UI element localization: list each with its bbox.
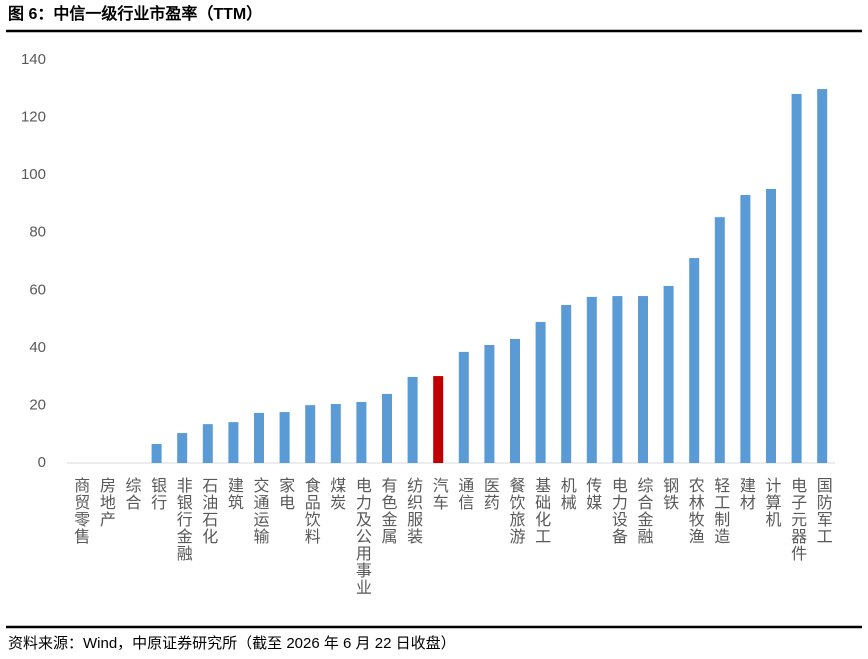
x-tick-label: 农林牧渔 (686, 477, 705, 545)
bar (279, 412, 290, 463)
x-tick-label: 非银行金融 (174, 477, 193, 562)
bar (689, 258, 700, 463)
bar (254, 412, 264, 463)
x-tick-label: 钢铁 (660, 477, 679, 511)
y-tick-label: 0 (38, 454, 46, 471)
x-tick-label: 电子元器件 (788, 477, 807, 562)
y-tick-label: 100 (21, 166, 46, 183)
chart-title: 图 6：中信一级行业市盈率（TTM） (8, 4, 262, 23)
bar (458, 351, 469, 463)
bar (663, 285, 674, 463)
x-tick-label: 医药 (481, 477, 500, 511)
bar (356, 401, 367, 463)
x-tick-label: 建材 (737, 477, 756, 511)
x-tick-label: 商贸零售 (71, 477, 90, 545)
x-tick-label: 综合金融 (635, 477, 654, 545)
y-tick-label: 120 (21, 109, 46, 126)
x-tick-label: 国防军工 (814, 477, 833, 545)
bar (791, 93, 802, 464)
x-tick-label: 电力及公用事业 (353, 477, 372, 596)
bar (305, 405, 316, 463)
bar (433, 376, 444, 463)
x-tick-label: 通信 (455, 477, 474, 511)
x-tick-label: 食品饮料 (302, 477, 321, 545)
bar (535, 321, 546, 463)
x-tick-label: 餐饮旅游 (507, 477, 526, 545)
y-tick-label: 80 (29, 224, 46, 241)
bar (612, 296, 623, 463)
x-tick-label: 计算机 (763, 477, 782, 528)
bar (586, 296, 597, 463)
bar (638, 296, 648, 463)
x-tick-label: 交通运输 (251, 477, 270, 545)
x-tick-label: 石油石化 (199, 477, 218, 545)
bar (766, 188, 776, 463)
bar (177, 433, 188, 463)
x-tick-label: 建筑 (225, 477, 244, 511)
x-tick-label: 综合 (123, 477, 142, 511)
bar (407, 376, 418, 463)
x-tick-label: 家电 (276, 477, 295, 511)
bar (202, 424, 213, 463)
bar (484, 344, 495, 463)
x-tick-label: 纺织服装 (404, 477, 423, 545)
x-tick-label: 机械 (558, 477, 577, 511)
bar (330, 403, 341, 463)
bar (151, 444, 162, 463)
bar (714, 217, 725, 463)
bar (510, 338, 520, 463)
x-tick-label: 汽车 (430, 477, 449, 511)
y-tick-label: 140 (21, 51, 46, 68)
bar (228, 422, 239, 463)
y-tick-label: 20 (29, 396, 46, 413)
x-tick-label: 房地产 (97, 477, 116, 528)
source-note: 资料来源：Wind，中原证券研究所（截至 2026 年 6 月 22 日收盘） (8, 634, 456, 652)
x-tick-label: 轻工制造 (711, 477, 730, 545)
x-tick-label: 银行 (148, 477, 167, 511)
x-tick-label: 传媒 (583, 477, 602, 511)
bar (382, 393, 392, 463)
x-tick-label: 煤炭 (327, 477, 346, 511)
x-tick-label: 电力设备 (609, 477, 628, 545)
x-tick-label: 基础化工 (532, 477, 551, 545)
y-tick-label: 60 (29, 281, 46, 298)
bar (817, 89, 828, 463)
y-tick-label: 40 (29, 339, 46, 356)
bar (740, 195, 751, 463)
bar (561, 304, 572, 463)
x-tick-label: 有色金属 (379, 477, 398, 545)
